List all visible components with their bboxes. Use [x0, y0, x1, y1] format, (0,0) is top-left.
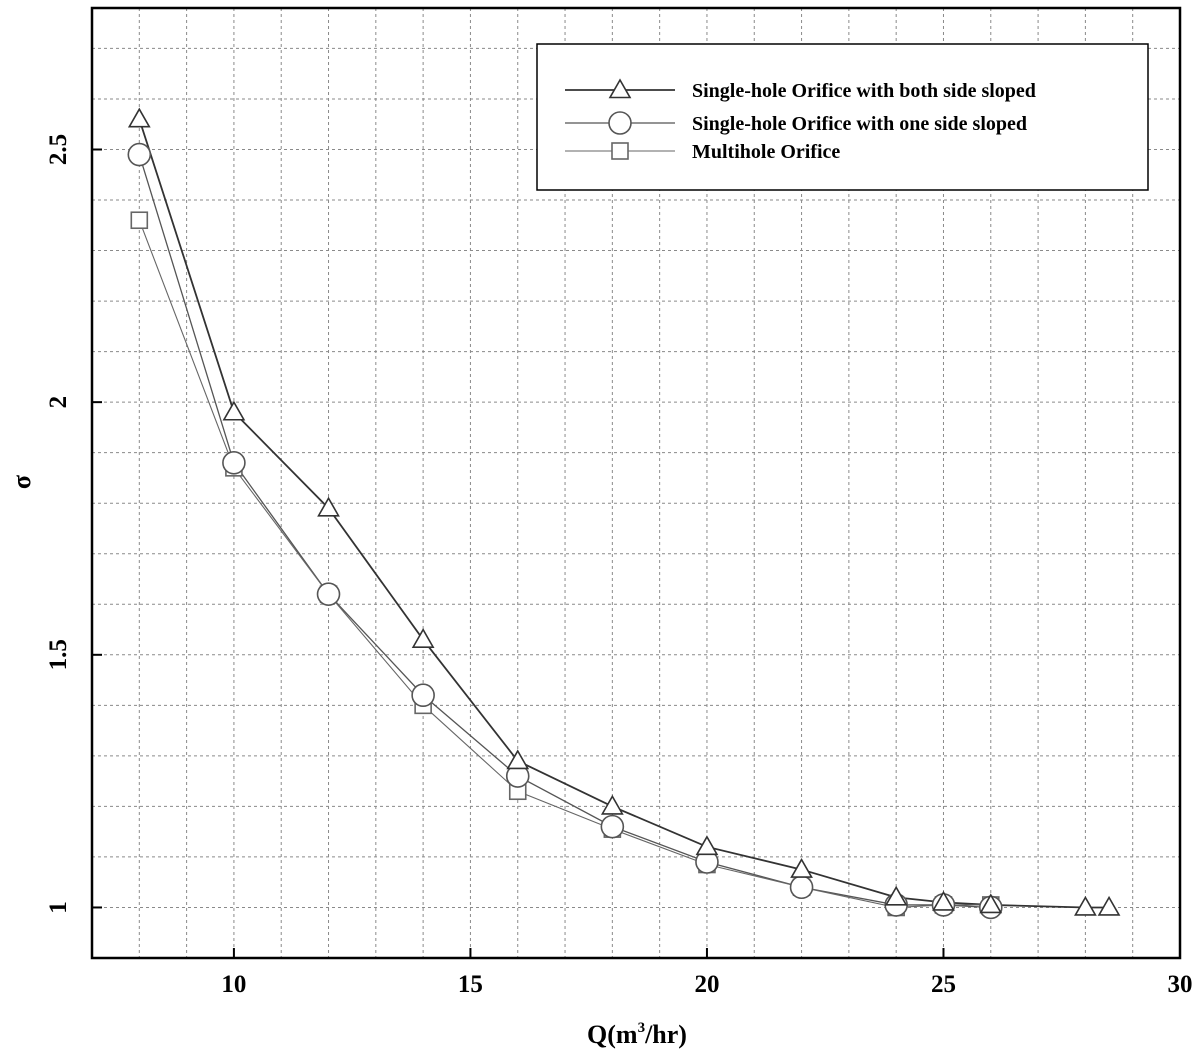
- series-both-side-sloped-point: [600, 794, 624, 815]
- legend: Single-hole Orifice with both side slope…: [536, 43, 1149, 191]
- legend-marker-series-multihole: [611, 142, 629, 160]
- x-tick-label: 25: [931, 971, 956, 998]
- series-both-side-sloped-point: [506, 749, 530, 770]
- series-both-side-sloped-point: [127, 107, 151, 128]
- series-both-side-sloped-point: [884, 885, 908, 906]
- x-tick-label: 20: [694, 971, 719, 998]
- y-tick-label: 1.5: [45, 639, 72, 670]
- legend-label-series-both-side-sloped: Single-hole Orifice with both side slope…: [692, 80, 1036, 102]
- series-one-side-sloped-point: [222, 450, 246, 475]
- y-axis-title: σ: [7, 475, 36, 489]
- series-layer: [127, 107, 1121, 920]
- series-both-side-sloped-line: [138, 118, 1110, 909]
- series-one-side-sloped-point: [316, 582, 341, 606]
- x-axis-title: Q(m3/hr): [587, 1020, 687, 1049]
- series-one-side-sloped-point: [411, 683, 435, 708]
- plot-frame: [90, 6, 1182, 960]
- legend-box: [536, 43, 1149, 191]
- y-tick-label: 2: [45, 396, 72, 409]
- legend-label-series-multihole: Multihole Orifice: [692, 141, 840, 163]
- tick-labels: 10 15 20 25 30 1 1.5 2 2.5: [45, 134, 1193, 998]
- series-both-side-sloped-point: [411, 628, 435, 648]
- series-both-side-sloped-point: [695, 835, 719, 856]
- series-both-side-sloped-point: [222, 400, 246, 421]
- y-tick-label: 2.5: [45, 134, 72, 165]
- series-multihole-line: [138, 220, 991, 909]
- series-both-side-sloped-point: [979, 893, 1003, 914]
- legend-marker-series-both-side-sloped: [608, 78, 632, 99]
- ticks: [92, 148, 1181, 958]
- series-one-side-sloped-point: [600, 814, 625, 839]
- series-both-side-sloped-point: [1074, 895, 1097, 916]
- series-both-side-sloped-point: [1097, 895, 1121, 916]
- series-both-side-sloped-point: [932, 890, 955, 911]
- y-tick-label: 1: [45, 901, 72, 914]
- series-multihole-point: [130, 211, 149, 230]
- legend-label-series-one-side-sloped: Single-hole Orifice with one side sloped: [692, 113, 1027, 135]
- series-one-side-sloped-point: [127, 142, 152, 167]
- x-axis-title-superscript: 3: [638, 1020, 646, 1036]
- x-tick-label: 10: [221, 971, 246, 998]
- legend-marker-series-one-side-sloped: [608, 111, 632, 135]
- x-tick-label: 15: [458, 971, 483, 998]
- series-both-side-sloped-point: [790, 857, 813, 878]
- x-tick-label: 30: [1168, 971, 1193, 998]
- series-both-side-sloped-point: [317, 496, 340, 517]
- series-one-side-sloped-point: [789, 875, 814, 900]
